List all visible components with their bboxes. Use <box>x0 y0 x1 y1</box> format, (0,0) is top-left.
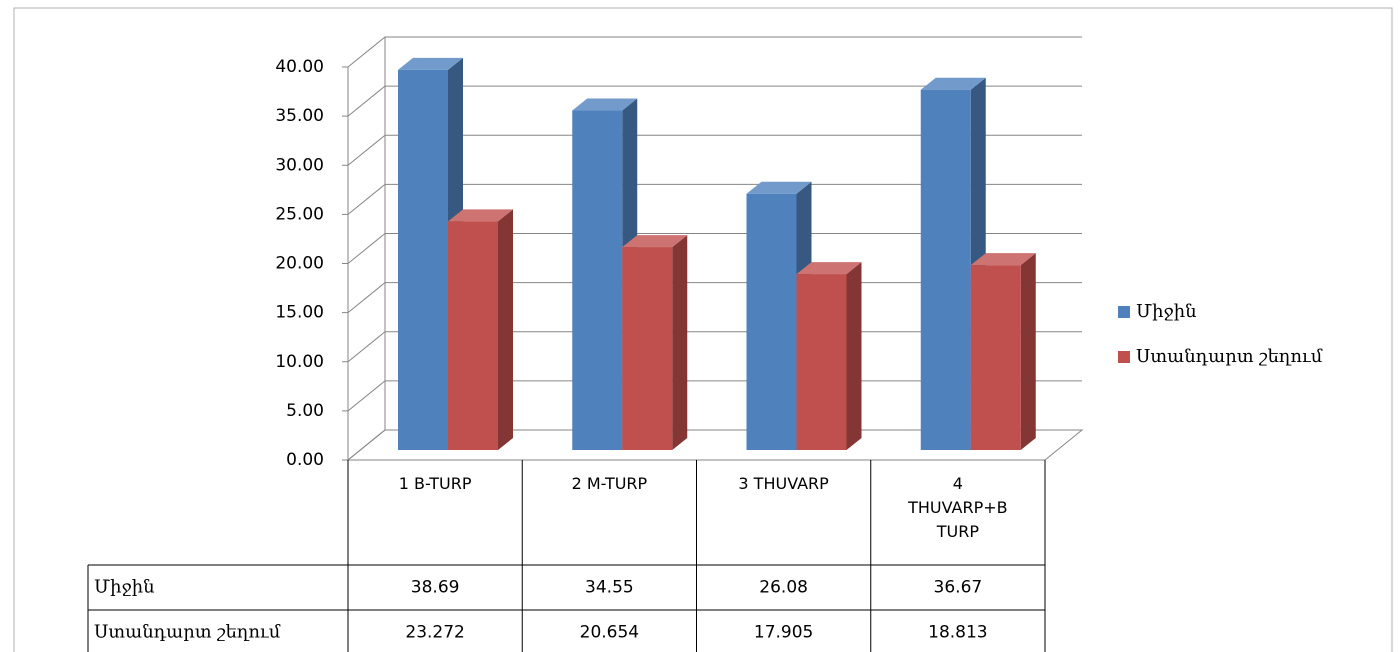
bar-front <box>622 247 673 450</box>
grid-line <box>347 134 1082 166</box>
y-tick-label: 30.00 <box>275 155 324 175</box>
legend-label: Ստանդարտ շեղում <box>1136 346 1323 367</box>
legend-label: Միջին <box>1136 301 1197 322</box>
table-cell: 18.813 <box>928 623 987 643</box>
table-cell: 38.69 <box>411 578 460 598</box>
bar-front <box>796 274 847 450</box>
grid-line <box>347 233 1082 264</box>
x-tick-label: 1 B-TURP <box>398 474 472 493</box>
bar-top <box>572 98 638 111</box>
bar <box>622 235 688 450</box>
x-tick-label-box: 1 B-TURP <box>398 474 472 493</box>
legend-swatch <box>1118 306 1130 318</box>
grid-line <box>347 183 1082 215</box>
table-cell: 26.08 <box>759 578 808 598</box>
bar-top <box>746 181 812 194</box>
bar-top <box>398 57 463 70</box>
chart-border <box>13 7 1393 652</box>
x-tick-label: 3 THUVARP <box>738 474 829 493</box>
table-cell: 20.654 <box>580 623 639 643</box>
y-tick-label: 35.00 <box>275 106 324 126</box>
bar-front <box>448 221 498 450</box>
y-tick-label: 15.00 <box>275 303 324 323</box>
x-tick-label-box: 2 M-TURP <box>571 474 648 493</box>
x-tick-label-box: 4 THUVARP+B TURP <box>908 474 1008 541</box>
table-cell: 34.55 <box>585 578 634 598</box>
y-tick-label: 25.00 <box>275 204 324 224</box>
bar-side <box>846 262 862 450</box>
bar-front <box>746 193 797 450</box>
table-cell: 36.67 <box>934 578 983 598</box>
bar-side <box>1020 253 1036 450</box>
bar-top <box>622 235 688 248</box>
y-tick-label: 0.00 <box>286 450 324 470</box>
bar-top <box>920 77 986 90</box>
bar-top <box>970 253 1036 266</box>
y-tick-label: 5.00 <box>286 401 324 421</box>
y-tick-label: 10.00 <box>275 352 324 372</box>
table-cell: 17.905 <box>754 623 813 643</box>
x-tick-label-box: 3 THUVARP <box>738 474 829 493</box>
bar-top <box>448 209 513 222</box>
bar-front <box>920 89 971 450</box>
x-tick-label: 4 THUVARP+B TURP <box>908 474 1008 541</box>
bar <box>970 253 1036 450</box>
bar <box>796 262 862 450</box>
bar-top <box>796 262 862 275</box>
bar-front <box>572 110 623 450</box>
bar <box>448 209 513 450</box>
y-tick-label: 20.00 <box>275 254 324 274</box>
x-tick-label: 2 M-TURP <box>571 474 648 493</box>
bar-front <box>398 69 448 450</box>
grid-line <box>347 36 1082 68</box>
y-tick-label: 40.00 <box>275 57 324 77</box>
table-cell: 23.272 <box>405 623 464 643</box>
bar <box>572 98 638 450</box>
bar-front <box>970 265 1021 450</box>
table-row-label: Միջին <box>94 577 155 598</box>
table-row-label: Ստանդարտ շեղում <box>94 622 281 643</box>
bar-side <box>498 209 513 450</box>
legend-swatch <box>1118 351 1130 363</box>
grid-line <box>347 85 1082 117</box>
bar-side <box>672 235 688 450</box>
